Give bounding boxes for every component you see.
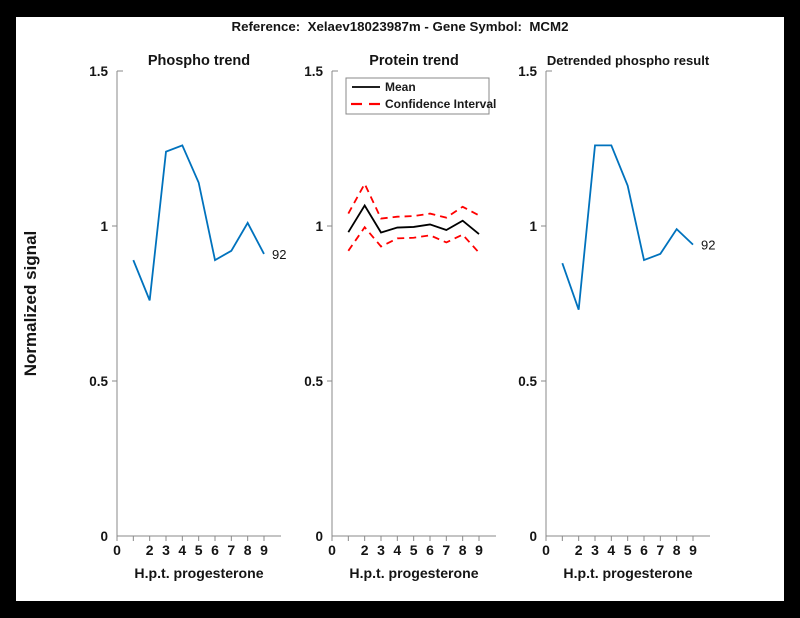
svg-text:Confidence Interval: Confidence Interval xyxy=(385,97,496,111)
svg-text:2: 2 xyxy=(146,542,154,558)
svg-text:7: 7 xyxy=(227,542,235,558)
svg-text:4: 4 xyxy=(178,542,186,558)
svg-text:0: 0 xyxy=(328,542,336,558)
svg-text:Detrended phospho result: Detrended phospho result xyxy=(547,53,710,68)
svg-text:Normalized signal: Normalized signal xyxy=(21,231,40,376)
svg-text:H.p.t. progesterone: H.p.t. progesterone xyxy=(563,565,692,581)
svg-text:3: 3 xyxy=(377,542,385,558)
svg-text:9: 9 xyxy=(260,542,268,558)
svg-text:5: 5 xyxy=(195,542,203,558)
svg-text:8: 8 xyxy=(459,542,467,558)
svg-text:9: 9 xyxy=(475,542,483,558)
svg-text:1: 1 xyxy=(529,219,537,234)
svg-text:0: 0 xyxy=(113,542,121,558)
svg-text:92: 92 xyxy=(701,238,715,253)
svg-text:5: 5 xyxy=(624,542,632,558)
svg-text:H.p.t. progesterone: H.p.t. progesterone xyxy=(134,565,263,581)
svg-text:Phospho trend: Phospho trend xyxy=(148,53,250,69)
svg-text:9: 9 xyxy=(689,542,697,558)
svg-text:5: 5 xyxy=(410,542,418,558)
svg-text:6: 6 xyxy=(426,542,434,558)
svg-text:8: 8 xyxy=(244,542,252,558)
svg-text:92: 92 xyxy=(272,247,286,262)
svg-text:8: 8 xyxy=(673,542,681,558)
svg-text:0: 0 xyxy=(315,529,323,544)
svg-text:0.5: 0.5 xyxy=(89,374,108,389)
svg-text:4: 4 xyxy=(607,542,615,558)
svg-text:0: 0 xyxy=(542,542,550,558)
svg-text:4: 4 xyxy=(393,542,401,558)
svg-text:6: 6 xyxy=(211,542,219,558)
svg-text:Protein trend: Protein trend xyxy=(369,53,459,69)
svg-text:1: 1 xyxy=(315,219,323,234)
svg-text:3: 3 xyxy=(591,542,599,558)
svg-text:7: 7 xyxy=(656,542,664,558)
svg-text:7: 7 xyxy=(442,542,450,558)
svg-text:Mean: Mean xyxy=(385,80,416,94)
svg-text:1.5: 1.5 xyxy=(304,64,323,79)
svg-text:1.5: 1.5 xyxy=(518,64,537,79)
svg-text:2: 2 xyxy=(361,542,369,558)
svg-text:6: 6 xyxy=(640,542,648,558)
svg-text:H.p.t. progesterone: H.p.t. progesterone xyxy=(349,565,478,581)
svg-text:0.5: 0.5 xyxy=(304,374,323,389)
svg-text:0: 0 xyxy=(529,529,537,544)
svg-text:0: 0 xyxy=(100,529,108,544)
svg-text:1: 1 xyxy=(100,219,108,234)
svg-text:1.5: 1.5 xyxy=(89,64,108,79)
svg-text:2: 2 xyxy=(575,542,583,558)
svg-text:0.5: 0.5 xyxy=(518,374,537,389)
svg-text:3: 3 xyxy=(162,542,170,558)
